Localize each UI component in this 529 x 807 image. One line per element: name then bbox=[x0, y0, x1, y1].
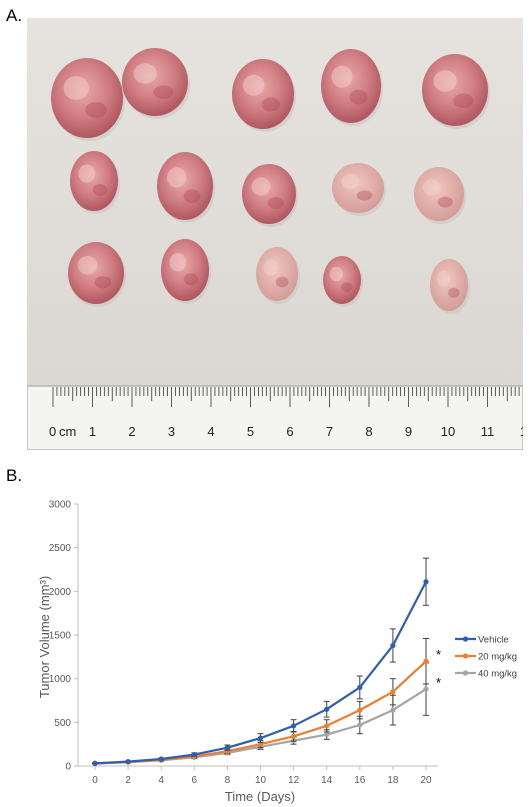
data-point bbox=[423, 579, 429, 585]
ruler-number: 6 bbox=[286, 424, 293, 439]
legend-label: 20 mg/kg bbox=[478, 652, 517, 663]
tumor-specimen bbox=[323, 256, 363, 307]
y-tick-label: 1000 bbox=[49, 674, 72, 685]
legend-entry: 40 mg/kg bbox=[455, 669, 517, 680]
tumor-specimen bbox=[414, 167, 466, 224]
significance-marker: * bbox=[436, 675, 441, 690]
data-point bbox=[390, 642, 396, 649]
x-tick-label: 0 bbox=[92, 775, 98, 786]
data-point bbox=[291, 733, 297, 739]
data-point bbox=[423, 658, 429, 664]
ruler-number: 5 bbox=[247, 424, 254, 439]
x-tick-label: 20 bbox=[420, 775, 432, 786]
data-point bbox=[125, 759, 131, 765]
ruler-number: 11 bbox=[481, 424, 495, 439]
tumor-specimen bbox=[332, 163, 386, 216]
tumor-specimen bbox=[232, 59, 296, 132]
ruler-number: 8 bbox=[365, 424, 372, 439]
tumor-specimen bbox=[122, 48, 190, 119]
ruler-number: 4 bbox=[207, 424, 214, 439]
ruler-number: 3 bbox=[168, 424, 175, 439]
tumor-specimen bbox=[242, 164, 298, 227]
data-point bbox=[357, 684, 363, 690]
tumor-specimen bbox=[161, 239, 211, 304]
y-tick-label: 1500 bbox=[49, 631, 72, 642]
x-tick-label: 8 bbox=[225, 775, 231, 786]
tumor-specimen bbox=[321, 49, 383, 126]
y-tick-label: 0 bbox=[65, 762, 71, 773]
x-tick-label: 10 bbox=[255, 775, 267, 786]
data-point bbox=[357, 722, 363, 728]
legend-label: Vehicle bbox=[478, 635, 509, 646]
ruler-number: 1 bbox=[89, 424, 96, 439]
x-tick-label: 4 bbox=[158, 775, 164, 786]
tumor-specimen bbox=[157, 152, 215, 223]
ruler: 0123456789101112 cm bbox=[27, 385, 523, 450]
x-tick-label: 18 bbox=[387, 775, 399, 786]
data-point bbox=[357, 707, 363, 713]
significance-marker: * bbox=[436, 647, 441, 662]
x-tick-label: 12 bbox=[288, 775, 300, 786]
data-point bbox=[92, 760, 98, 766]
ruler-number: 9 bbox=[405, 424, 412, 439]
data-point bbox=[257, 735, 264, 741]
tumor-volume-chart: 0 500 1000 1500 2000 2500 3000 0 2 4 6 8 10 12 14 16 18… bbox=[37, 500, 517, 805]
data-point bbox=[224, 745, 230, 751]
tumor-photograph: 0123456789101112 cm bbox=[27, 18, 523, 450]
tumor-specimen bbox=[70, 151, 120, 214]
data-point bbox=[324, 723, 330, 729]
data-point bbox=[158, 756, 164, 762]
y-axis-label: Tumor Volume (mm³) bbox=[37, 576, 52, 698]
y-tick-label: 3000 bbox=[49, 500, 72, 511]
tumor-specimen bbox=[422, 54, 490, 129]
panel-b-label: B. bbox=[6, 466, 23, 485]
x-tick-label: 14 bbox=[321, 775, 333, 786]
data-point bbox=[324, 731, 330, 738]
data-point bbox=[191, 752, 197, 758]
series-dose20: * bbox=[92, 637, 441, 766]
x-axis-label: Time (Days) bbox=[225, 789, 295, 804]
series-dose40: * bbox=[92, 662, 441, 766]
data-point bbox=[291, 723, 297, 729]
y-tick-label: 2000 bbox=[49, 587, 72, 598]
legend-entry: 20 mg/kg bbox=[455, 652, 517, 663]
y-tick-label: 500 bbox=[54, 718, 71, 729]
panel-a-label: A. bbox=[6, 6, 23, 25]
tumor-specimen bbox=[51, 58, 125, 141]
ruler-number: 0 bbox=[49, 424, 56, 439]
data-point bbox=[390, 707, 396, 713]
tumor-specimen bbox=[430, 259, 470, 314]
legend-entry: Vehicle bbox=[455, 635, 509, 646]
tumor-specimen bbox=[256, 247, 300, 304]
ruler-number: 12 bbox=[520, 424, 523, 439]
ruler-unit-label: cm bbox=[59, 424, 76, 439]
ruler-number: 10 bbox=[441, 424, 455, 439]
ruler-number: 7 bbox=[326, 424, 333, 439]
ruler-number: 2 bbox=[128, 424, 135, 439]
legend-label: 40 mg/kg bbox=[478, 669, 517, 680]
x-tick-label: 16 bbox=[354, 775, 366, 786]
series-vehicle bbox=[92, 557, 429, 766]
x-tick-label: 2 bbox=[125, 775, 131, 786]
data-point bbox=[324, 706, 330, 712]
data-point bbox=[390, 689, 396, 695]
y-tick-label: 2500 bbox=[49, 543, 72, 554]
tumor-specimen bbox=[68, 242, 126, 307]
x-tick-label: 6 bbox=[192, 775, 198, 786]
data-point bbox=[423, 686, 429, 692]
tumor-group bbox=[51, 48, 490, 314]
